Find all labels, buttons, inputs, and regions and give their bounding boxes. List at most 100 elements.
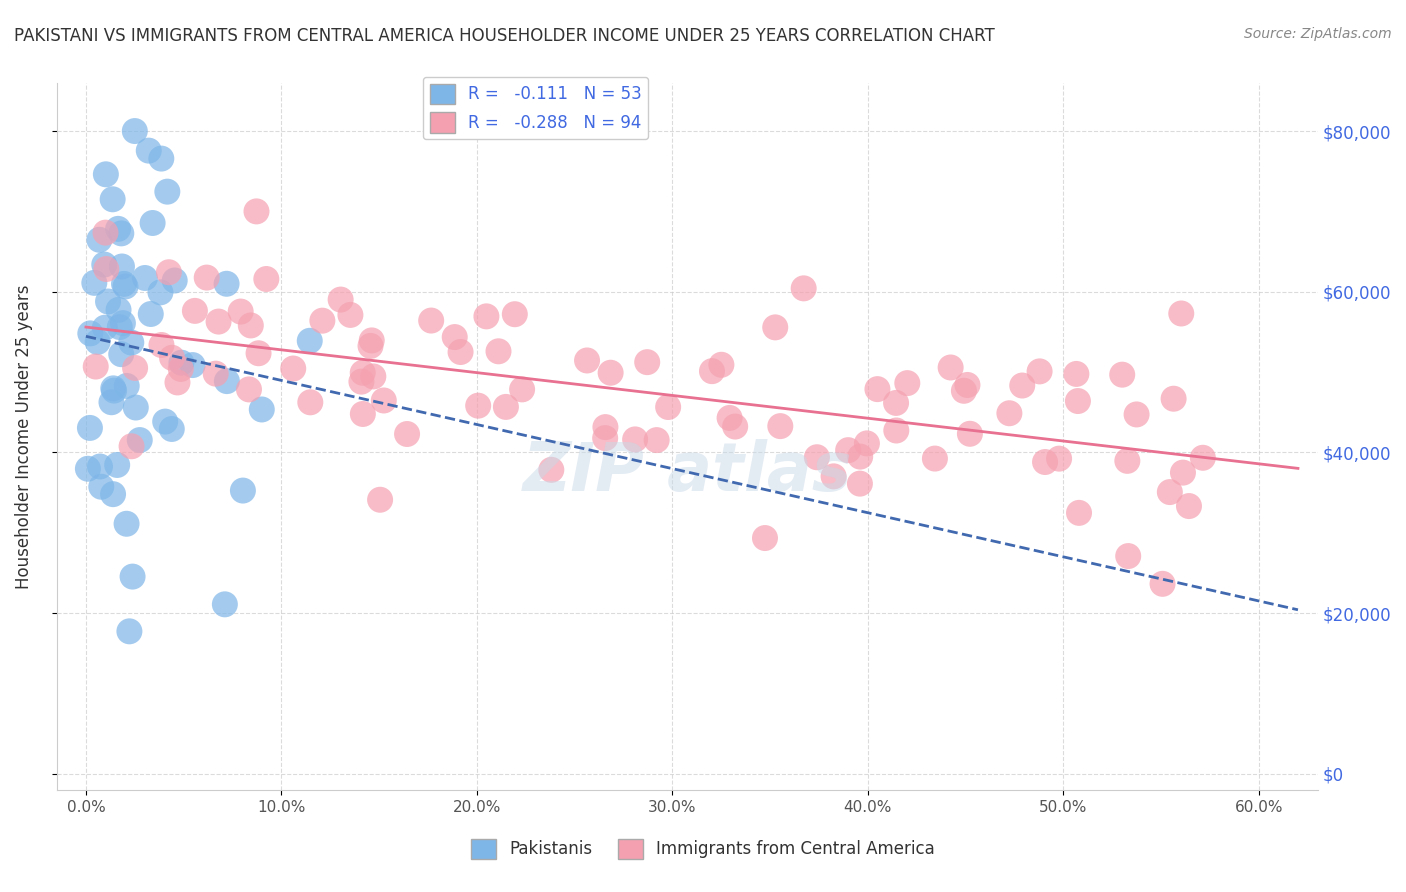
Point <box>94 226 117 240</box>
Text: PAKISTANI VS IMMIGRANTS FROM CENTRAL AMERICA HOUSEHOLDER INCOME UNDER 25 YEARS C: PAKISTANI VS IMMIGRANTS FROM CENTRAL AME… <box>14 27 995 45</box>
Point <box>153 415 176 429</box>
Point <box>1033 455 1056 469</box>
Point <box>849 476 872 491</box>
Point <box>700 364 723 378</box>
Point <box>1066 367 1088 381</box>
Point <box>121 439 143 453</box>
Point <box>352 366 374 380</box>
Point <box>1163 392 1185 406</box>
Point <box>368 492 391 507</box>
Point <box>339 308 361 322</box>
Point <box>108 320 131 334</box>
Point <box>181 358 204 372</box>
Point <box>111 316 134 330</box>
Point <box>467 399 489 413</box>
Legend: R =   -0.111   N = 53, R =   -0.288   N = 94: R = -0.111 N = 53, R = -0.288 N = 94 <box>423 77 648 139</box>
Point <box>247 346 270 360</box>
Point <box>443 330 465 344</box>
Point <box>884 424 907 438</box>
Point <box>849 450 872 464</box>
Point <box>495 400 517 414</box>
Point <box>1116 549 1139 563</box>
Point <box>94 320 117 334</box>
Point <box>1047 451 1070 466</box>
Point <box>149 285 172 300</box>
Point <box>89 459 111 474</box>
Point <box>254 272 277 286</box>
Point <box>1067 394 1090 409</box>
Point <box>363 369 385 384</box>
Point <box>128 433 150 447</box>
Point <box>79 326 101 341</box>
Point <box>396 427 419 442</box>
Point <box>953 384 976 398</box>
Point <box>884 396 907 410</box>
Point <box>100 395 122 409</box>
Point <box>207 315 229 329</box>
Point <box>450 345 472 359</box>
Point <box>150 338 173 352</box>
Point <box>1067 506 1090 520</box>
Point <box>998 406 1021 420</box>
Point <box>125 401 148 415</box>
Point <box>1111 368 1133 382</box>
Point <box>121 569 143 583</box>
Point <box>204 367 226 381</box>
Point <box>101 192 124 206</box>
Point <box>657 400 679 414</box>
Point <box>215 277 238 291</box>
Point <box>420 313 443 327</box>
Point <box>283 361 305 376</box>
Point <box>184 304 207 318</box>
Point <box>139 307 162 321</box>
Point <box>350 375 373 389</box>
Point <box>166 376 188 390</box>
Point <box>896 376 918 391</box>
Point <box>215 374 238 388</box>
Point <box>311 313 333 327</box>
Point <box>124 124 146 138</box>
Point <box>352 407 374 421</box>
Point <box>754 531 776 545</box>
Point <box>90 480 112 494</box>
Point <box>156 185 179 199</box>
Point <box>769 419 792 434</box>
Point <box>103 384 125 398</box>
Point <box>1159 485 1181 500</box>
Point <box>710 358 733 372</box>
Point <box>298 334 321 348</box>
Point <box>97 294 120 309</box>
Point <box>373 393 395 408</box>
Point <box>93 258 115 272</box>
Point <box>299 395 322 409</box>
Point <box>94 167 117 181</box>
Point <box>724 419 747 434</box>
Point <box>124 361 146 376</box>
Point <box>112 277 135 291</box>
Point <box>232 483 254 498</box>
Point <box>488 344 510 359</box>
Point <box>329 293 352 307</box>
Point <box>718 411 741 425</box>
Point <box>160 351 183 365</box>
Point <box>1171 466 1194 480</box>
Point <box>107 222 129 236</box>
Point <box>866 382 889 396</box>
Point <box>157 265 180 279</box>
Point <box>134 271 156 285</box>
Text: Source: ZipAtlas.com: Source: ZipAtlas.com <box>1244 27 1392 41</box>
Point <box>576 353 599 368</box>
Point <box>475 310 498 324</box>
Point <box>110 227 132 241</box>
Point <box>120 335 142 350</box>
Point <box>118 624 141 639</box>
Point <box>107 302 129 317</box>
Point <box>170 356 193 370</box>
Point <box>77 462 100 476</box>
Point <box>229 304 252 318</box>
Point <box>939 360 962 375</box>
Point <box>645 433 668 447</box>
Point <box>1170 306 1192 320</box>
Point <box>793 281 815 295</box>
Point <box>599 366 621 380</box>
